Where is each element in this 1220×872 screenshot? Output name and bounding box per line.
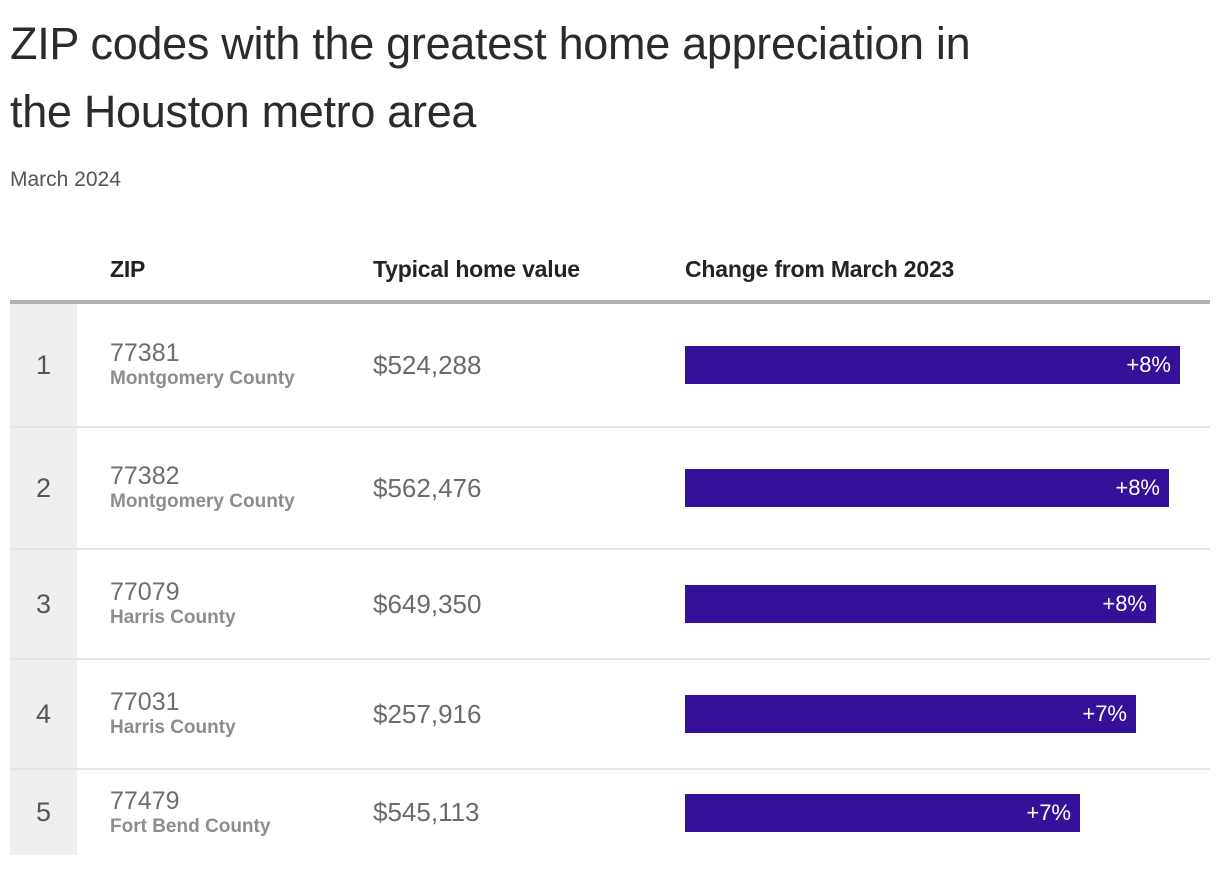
change-bar-cell: +8% [685, 585, 1210, 623]
rank-cell: 3 [10, 550, 77, 658]
change-bar: +7% [685, 695, 1136, 733]
rank-cell: 4 [10, 660, 77, 768]
change-bar-label: +8% [1102, 591, 1147, 616]
zip-code: 77382 [110, 462, 180, 490]
table-row: 4 77031 Harris County $257,916 +7% [10, 658, 1210, 768]
home-value: $545,113 [373, 797, 480, 827]
zip-code: 77079 [110, 578, 180, 606]
column-header-zip: ZIP [110, 256, 146, 282]
page-title: ZIP codes with the greatest home appreci… [10, 10, 1210, 146]
table-header-row: ZIP Typical home value Change from March… [10, 256, 1210, 283]
change-bar: +8% [685, 469, 1169, 507]
rank-cell: 2 [10, 428, 77, 548]
zip-cell: 77031 Harris County [110, 689, 373, 739]
home-value: $562,476 [373, 472, 482, 503]
home-value: $524,288 [373, 349, 482, 380]
county-label: Montgomery County [110, 368, 295, 389]
zip-cell: 77479 Fort Bend County [110, 786, 373, 838]
chart-page: ZIP codes with the greatest home appreci… [0, 10, 1220, 855]
change-bar-label: +7% [1082, 701, 1127, 726]
home-value: $649,350 [373, 588, 482, 619]
title-line-2: the Houston metro area [10, 86, 477, 137]
zip-code: 77381 [110, 339, 180, 367]
change-bar-cell: +8% [685, 346, 1210, 384]
county-label: Montgomery County [110, 491, 295, 512]
table-body: 1 77381 Montgomery County $524,288 +8% 2… [10, 304, 1210, 855]
table-header-rule [10, 300, 1210, 304]
table-row: 3 77079 Harris County $649,350 +8% [10, 548, 1210, 658]
change-bar: +8% [685, 346, 1180, 384]
change-bar-label: +8% [1126, 352, 1171, 377]
rank-cell: 1 [10, 304, 77, 426]
county-label: Fort Bend County [110, 815, 271, 837]
table-row: 2 77382 Montgomery County $562,476 +8% [10, 426, 1210, 548]
zip-code: 77031 [110, 688, 180, 716]
change-bar-cell: +7% [685, 695, 1210, 733]
zip-cell: 77079 Harris County [110, 579, 373, 629]
rank-cell: 5 [10, 770, 77, 855]
home-value: $257,916 [373, 698, 482, 729]
table-row: 1 77381 Montgomery County $524,288 +8% [10, 304, 1210, 426]
title-line-1: ZIP codes with the greatest home appreci… [10, 18, 971, 69]
change-bar-label: +7% [1026, 799, 1071, 825]
change-bar-label: +8% [1115, 475, 1160, 500]
change-bar-cell: +7% [685, 793, 1210, 832]
change-bar: +8% [685, 585, 1156, 623]
zip-cell: 77381 Montgomery County [110, 340, 373, 390]
zip-code: 77479 [110, 786, 180, 815]
county-label: Harris County [110, 717, 236, 738]
county-label: Harris County [110, 607, 236, 628]
column-header-home-value: Typical home value [373, 256, 580, 282]
change-bar: +7% [685, 793, 1080, 832]
chart-subtitle: March 2024 [10, 168, 121, 191]
change-bar-cell: +8% [685, 469, 1210, 507]
column-header-change: Change from March 2023 [685, 256, 955, 282]
table-row: 5 77479 Fort Bend County $545,113 +7% [10, 768, 1210, 855]
zip-cell: 77382 Montgomery County [110, 463, 373, 513]
